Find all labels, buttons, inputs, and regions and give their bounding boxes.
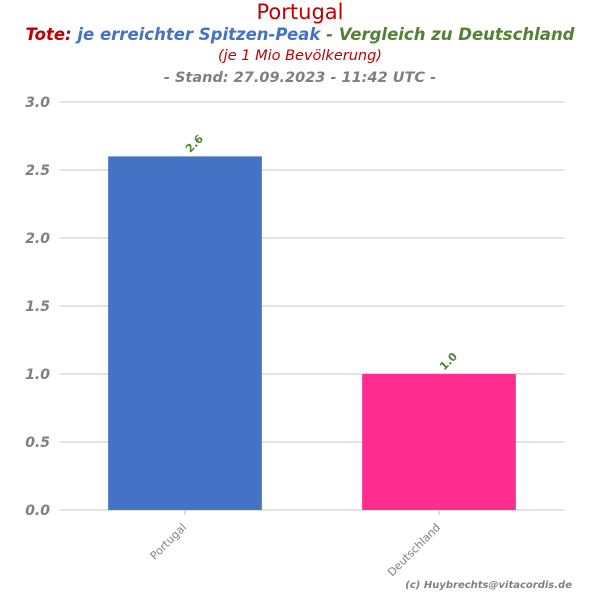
y-tick-label: 2.0	[25, 231, 50, 247]
y-tick-label: 1.5	[25, 299, 50, 315]
data-label: 2.6	[183, 132, 206, 155]
subtitle-comparison-label: - Vergleich zu Deutschland	[326, 25, 575, 44]
chart-subtitle-population: (je 1 Mio Bevölkerung)	[218, 48, 382, 64]
y-tick-label: 2.5	[25, 163, 50, 179]
bar	[362, 374, 516, 510]
data-label: 1.0	[437, 350, 460, 373]
y-tick-label: 3.0	[25, 95, 50, 111]
subtitle-deaths-label: Tote:	[25, 25, 72, 44]
chart-subtitle-date: - Stand: 27.09.2023 - 11:42 UTC -	[163, 70, 437, 86]
bar	[108, 156, 262, 510]
y-tick-label: 0.0	[25, 503, 50, 519]
x-tick-label: Deutschland	[385, 521, 443, 579]
y-tick-label: 1.0	[25, 367, 50, 383]
y-tick-label: 0.5	[25, 435, 50, 451]
x-tick-label: Portugal	[148, 521, 189, 562]
chart-subtitle: Tote: je erreichter Spitzen-Peak - Vergl…	[0, 24, 600, 46]
subtitle-peak-label: je erreichter Spitzen-Peak	[77, 25, 321, 44]
chart-title: Portugal	[256, 0, 344, 24]
copyright-note: (c) Huybrechts@vitacordis.de	[405, 580, 572, 591]
